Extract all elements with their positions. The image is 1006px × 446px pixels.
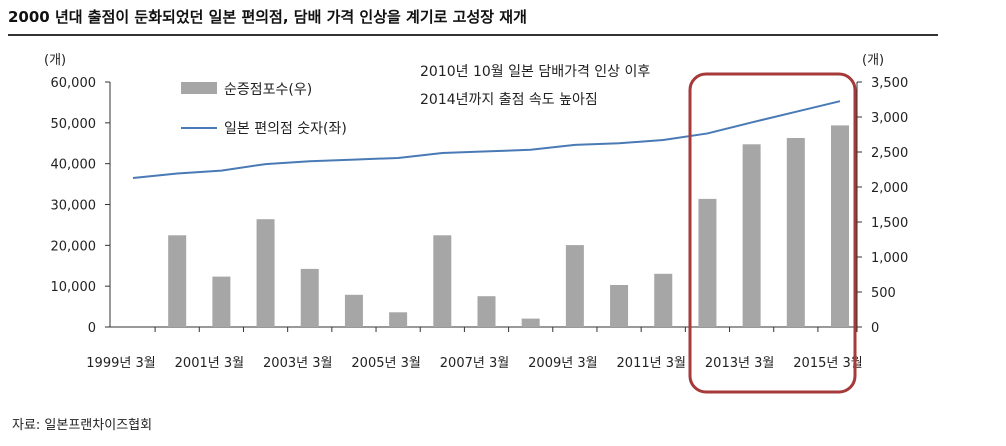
x-tick-label: 2013년 3월 bbox=[705, 356, 774, 371]
left-axis-unit: (개) bbox=[44, 53, 66, 68]
bar-2003 bbox=[300, 268, 319, 327]
bar-2010 bbox=[610, 285, 629, 327]
right-tick-label: 3,500 bbox=[871, 76, 908, 91]
bar-2000 bbox=[168, 235, 187, 327]
bar-2009 bbox=[565, 245, 584, 327]
annotation-line-2: 2014년까지 출점 속도 높아짐 bbox=[420, 92, 598, 108]
x-tick-label: 2005년 3월 bbox=[351, 356, 420, 371]
bar-2008 bbox=[521, 318, 540, 327]
legend-line-label: 일본 편의점 숫자(좌) bbox=[224, 121, 347, 137]
highlight-box bbox=[688, 72, 857, 394]
x-tick-label: 2007년 3월 bbox=[440, 356, 509, 371]
x-tick-label: 2011년 3월 bbox=[617, 356, 686, 371]
right-tick-label: 0 bbox=[871, 321, 879, 336]
source-note: 자료: 일본프랜차이즈협회 bbox=[12, 418, 153, 433]
left-tick-label: 60,000 bbox=[51, 76, 97, 91]
right-tick-label: 1,500 bbox=[871, 216, 908, 231]
x-tick-label: 2003년 3월 bbox=[263, 356, 332, 371]
bar-2005 bbox=[389, 312, 408, 327]
bar-2002 bbox=[256, 219, 275, 327]
right-tick-label: 3,000 bbox=[871, 111, 908, 126]
right-axis-unit: (개) bbox=[862, 53, 884, 68]
bar-2014 bbox=[786, 138, 805, 327]
page-title: 2000 년대 출점이 둔화되었던 일본 편의점, 담배 가격 인상을 계기로 … bbox=[8, 8, 527, 26]
bar-2013 bbox=[742, 144, 761, 327]
x-tick-label: 2009년 3월 bbox=[528, 356, 597, 371]
legend-bar-swatch bbox=[181, 82, 217, 94]
x-tick-label: 1999년 3월 bbox=[86, 356, 155, 371]
right-tick-label: 2,500 bbox=[871, 146, 908, 161]
left-tick-label: 0 bbox=[88, 321, 96, 336]
left-tick-label: 30,000 bbox=[51, 199, 97, 214]
left-tick-label: 40,000 bbox=[51, 158, 97, 173]
bar-2006 bbox=[433, 235, 452, 327]
bar-2007 bbox=[477, 296, 496, 327]
title-rule bbox=[8, 34, 938, 36]
left-tick-label: 10,000 bbox=[51, 280, 97, 295]
right-tick-label: 1,000 bbox=[871, 251, 908, 266]
x-tick-label: 2001년 3월 bbox=[175, 356, 244, 371]
bar-2011 bbox=[654, 273, 673, 327]
bar-2012 bbox=[698, 198, 717, 327]
legend-bar-label: 순증점포수(우) bbox=[224, 82, 312, 98]
annotation-line-1: 2010년 10월 일본 담배가격 인상 이후 bbox=[420, 64, 650, 80]
right-tick-label: 500 bbox=[871, 286, 896, 301]
bar-2001 bbox=[212, 276, 231, 327]
bar-2015 bbox=[831, 125, 849, 328]
left-tick-label: 20,000 bbox=[51, 239, 97, 254]
x-tick-label: 2015년 3월 bbox=[793, 356, 862, 371]
right-tick-label: 2,000 bbox=[871, 181, 908, 196]
left-tick-label: 50,000 bbox=[51, 117, 97, 132]
bar-2004 bbox=[344, 294, 363, 327]
store-count-line bbox=[132, 100, 841, 179]
